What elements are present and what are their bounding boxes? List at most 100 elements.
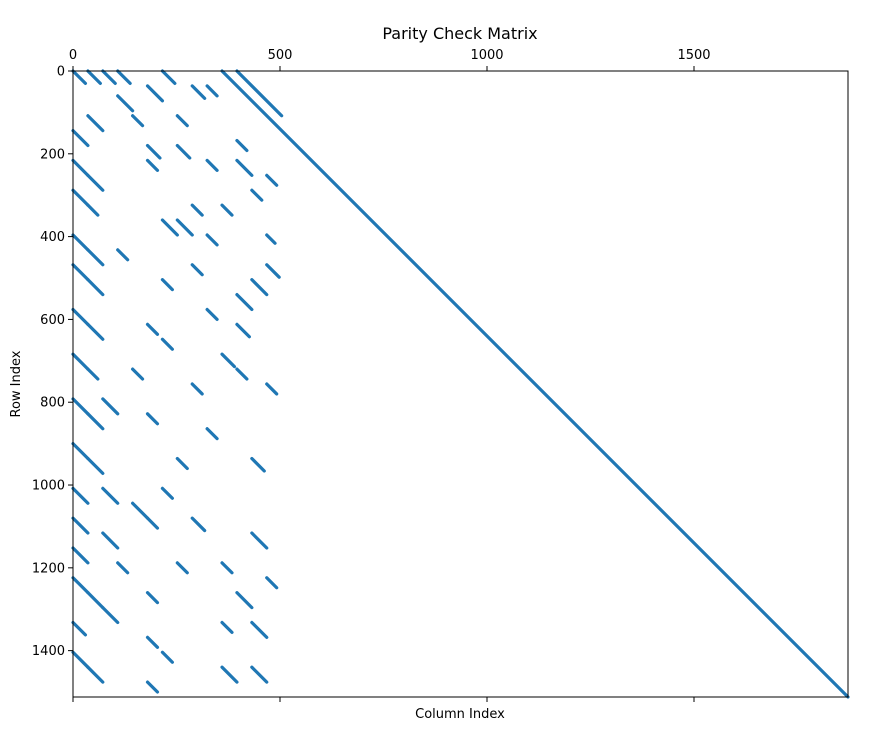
matrix-segment-52 (265, 382, 279, 396)
y-tick-label-0: 0 (57, 65, 65, 80)
matrix-segment-25 (220, 203, 234, 217)
matrix-segment-6 (205, 84, 219, 98)
matrix-segment-86 (71, 650, 90, 669)
matrix-segment-57 (145, 412, 160, 426)
matrix-segment-74 (175, 561, 189, 575)
matrix-segment-21 (265, 173, 279, 187)
matrix-segment-3 (116, 69, 132, 86)
matrix-segment-26 (250, 188, 264, 202)
matrix-segment-67 (71, 516, 90, 535)
matrix-segment-84 (220, 620, 234, 635)
matrix-segment-73 (116, 561, 130, 575)
y-tick-label-3: 600 (40, 313, 65, 328)
matrix-segment-2 (101, 69, 117, 86)
matrix-segment-11 (71, 129, 90, 148)
matrix-segment-37 (190, 263, 204, 277)
second-diagonal (235, 69, 284, 118)
matrix-segment-1 (86, 69, 102, 86)
matrix-segment-85 (250, 620, 269, 639)
matrix-segment-39 (235, 292, 254, 312)
plot-frame (72, 70, 849, 698)
matrix-segment-49 (131, 367, 145, 381)
x-tick-label-0: 0 (69, 48, 77, 63)
matrix-segment-72 (71, 546, 90, 565)
matrix-segment-24 (190, 203, 204, 217)
matrix-segment-51 (235, 367, 249, 381)
matrix-segment-77 (71, 576, 90, 595)
matrix-segment-61 (175, 456, 189, 471)
matrix-segment-18 (145, 158, 160, 172)
matrix-segment-65 (131, 501, 150, 520)
matrix-segment-32 (86, 248, 105, 267)
x-tick-label-1: 500 (268, 48, 293, 63)
matrix-segment-78 (86, 591, 105, 610)
y-tick-label-4: 800 (40, 396, 65, 411)
matrix-segment-14 (175, 143, 192, 160)
matrix-segment-81 (71, 620, 88, 637)
identity-diagonal (220, 69, 850, 699)
matrix-segment-59 (71, 442, 90, 461)
y-axis-label: Row Index (9, 350, 24, 417)
matrix-segment-56 (101, 397, 120, 416)
matrix-segment-4 (160, 69, 177, 86)
matrix-segment-41 (205, 307, 219, 322)
matrix-segment-68 (101, 531, 120, 550)
matrix-segment-13 (145, 143, 162, 160)
matrix-segment-7 (116, 94, 135, 113)
matrix-segment-40 (250, 278, 269, 297)
matrix-segment-89 (220, 665, 239, 684)
matrix-segment-28 (175, 218, 194, 237)
matrix-segment-29 (205, 233, 219, 247)
matrix-segment-83 (145, 635, 160, 649)
matrix-segment-15 (235, 138, 249, 153)
x-tick-label-3: 1500 (677, 48, 710, 63)
matrix-segment-35 (86, 278, 105, 297)
y-tick-label-7: 1400 (32, 644, 65, 659)
matrix-segment-23 (86, 203, 100, 217)
matrix-segment-19 (205, 158, 219, 172)
matrix-segment-79 (145, 591, 160, 605)
matrix-segment-76 (265, 576, 279, 590)
matrix-segment-42 (71, 307, 90, 326)
matrix-segment-44 (145, 322, 160, 336)
matrix-segment-71 (250, 531, 269, 550)
matrix-segment-66 (160, 486, 174, 500)
matrix-segment-31 (71, 233, 90, 252)
y-tick-label-6: 1200 (32, 561, 65, 576)
matrix-segment-45 (160, 337, 174, 351)
matrix-segment-62 (250, 456, 266, 473)
matrix-segment-9 (131, 114, 145, 128)
matrix-segment-20 (235, 158, 254, 177)
y-tick-label-1: 200 (40, 147, 65, 162)
matrix-segment-5 (190, 84, 207, 100)
matrix-segment-63 (71, 486, 90, 505)
matrix-segment-69 (145, 516, 160, 530)
matrix-segment-58 (205, 427, 219, 441)
matrix-segment-88 (160, 650, 174, 664)
matrix-segment-87 (86, 665, 105, 684)
matrix-segment-34 (71, 263, 90, 282)
matrix-segment-8 (145, 84, 165, 103)
matrix-segment-30 (265, 233, 277, 245)
axes: 0 500 1000 1500 0 200 400 600 800 1000 1200 1400 (32, 48, 849, 702)
matrix-segment-17 (86, 173, 105, 192)
matrix-segment-38 (265, 263, 281, 279)
matrix-segment-75 (220, 561, 234, 575)
matrix-segment-82 (101, 605, 120, 625)
matrix-segment-33 (116, 248, 130, 262)
matrix-segment-53 (190, 382, 204, 396)
x-axis-label: Column Index (415, 707, 505, 722)
matrix-segment-46 (235, 322, 251, 339)
matrix-segment-91 (145, 680, 160, 694)
matrix-segment-55 (86, 412, 105, 431)
y-tick-label-5: 1000 (32, 479, 65, 494)
matrix-segment-50 (220, 352, 237, 369)
matrix-segment-0 (71, 69, 88, 86)
matrix-segment-90 (250, 665, 269, 684)
matrix-segment-48 (86, 367, 100, 381)
y-tick-label-2: 400 (40, 230, 65, 245)
matrix-segment-36 (160, 278, 174, 292)
matrix-segment-64 (101, 486, 120, 505)
matrix-segment-16 (71, 158, 90, 177)
